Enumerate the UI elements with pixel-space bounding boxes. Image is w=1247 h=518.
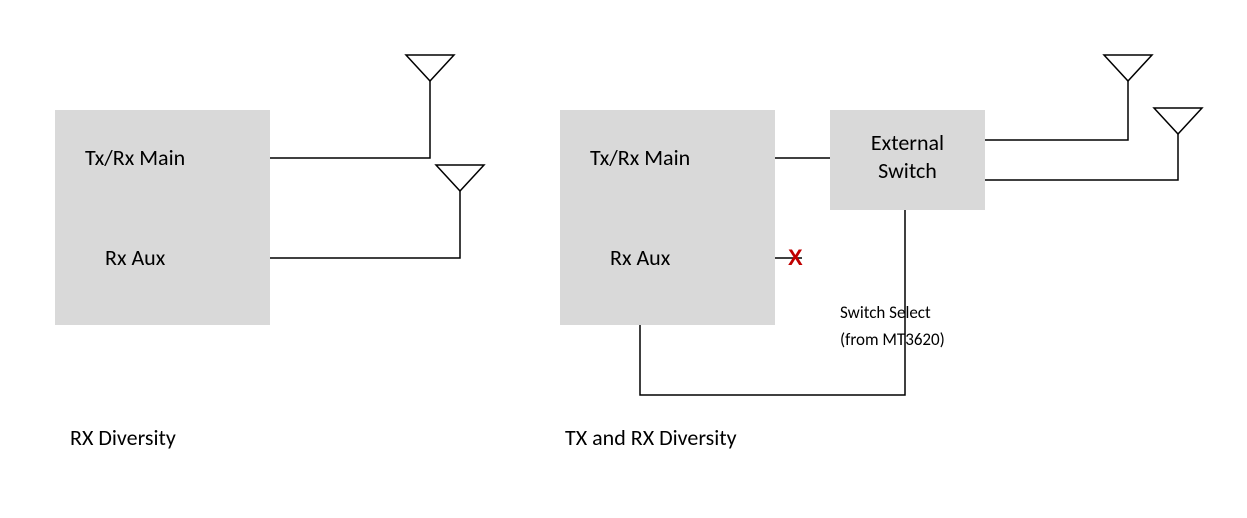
antenna-icon [1104, 55, 1152, 81]
diversity-diagram: Tx/Rx Main Rx Aux RX Diversity Tx/Rx Mai… [0, 0, 1247, 518]
wire-aux-left [270, 191, 460, 258]
wire-switch-to-antenna-bottom [985, 134, 1178, 180]
external-switch-label: Switch [878, 157, 937, 184]
switch-select-label: Switch Select [840, 302, 931, 323]
txrx-diversity-caption: TX and RX Diversity [565, 424, 737, 451]
rx-diversity-caption: RX Diversity [70, 424, 176, 451]
rx-aux-label-left: Rx Aux [105, 244, 166, 271]
external-switch-label: External [871, 129, 944, 156]
txrx-main-label-left: Tx/Rx Main [85, 144, 185, 171]
rx-diversity-block [55, 110, 270, 325]
switch-select-label: (from MT3620) [840, 329, 945, 350]
antenna-icon [406, 55, 454, 81]
rx-aux-label-right: Rx Aux [610, 244, 671, 271]
txrx-main-label-right: Tx/Rx Main [590, 144, 690, 171]
wire-main-left [270, 81, 430, 158]
antenna-icon [1154, 108, 1202, 134]
wire-switch-to-antenna-top [985, 81, 1128, 140]
antenna-icon [436, 165, 484, 191]
txrx-diversity-block [560, 110, 775, 325]
x-mark-icon: X [788, 245, 803, 270]
